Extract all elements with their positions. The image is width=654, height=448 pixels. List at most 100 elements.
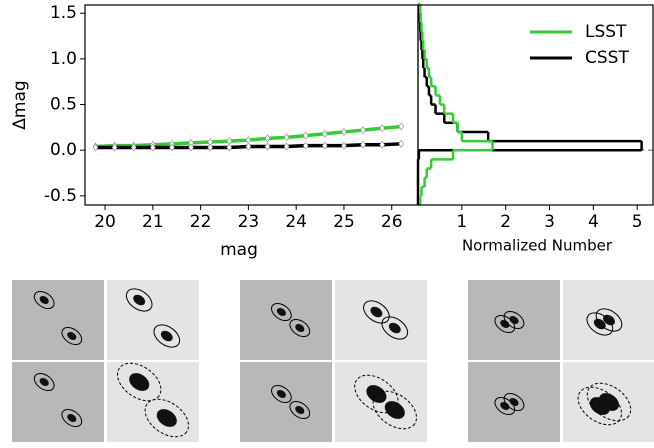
source-blob — [160, 330, 173, 342]
point-marker — [321, 141, 328, 150]
x-tick-label: 2 — [500, 212, 511, 232]
point-marker — [92, 143, 99, 152]
source-aperture — [33, 372, 55, 392]
point-marker — [188, 143, 194, 152]
point-marker — [130, 143, 137, 152]
source-blob — [500, 319, 510, 329]
source-blob — [276, 389, 286, 399]
thumbnail — [12, 362, 104, 442]
y-tick-label: 0.5 — [50, 95, 77, 115]
x-tick-label: 1 — [456, 212, 467, 232]
source-blob — [276, 307, 286, 317]
source-aperture — [494, 396, 516, 416]
x-tick-label: 21 — [142, 212, 164, 232]
point-marker — [360, 126, 366, 135]
source-blob — [295, 405, 305, 415]
source-blob — [598, 393, 620, 411]
source-aperture — [116, 362, 162, 402]
y-tick-label: 1.0 — [50, 49, 77, 69]
source-blob — [129, 373, 150, 391]
source-aperture — [595, 308, 623, 332]
source-aperture — [289, 318, 311, 338]
source-aperture — [381, 316, 409, 340]
source-blob — [384, 401, 405, 419]
source-aperture — [494, 314, 516, 334]
source-aperture — [33, 290, 55, 310]
source-blob — [370, 306, 383, 318]
source-aperture — [503, 310, 525, 330]
point-marker — [360, 140, 366, 149]
x-axis-label: Normalized Number — [462, 237, 613, 255]
x-tick-label: 22 — [190, 212, 212, 232]
x-tick-label: 26 — [381, 212, 403, 232]
source-aperture — [372, 390, 418, 430]
x-axis-label: mag — [220, 240, 258, 260]
x-tick-label: 20 — [94, 212, 116, 232]
source-blob — [500, 401, 510, 411]
thumbnail — [240, 280, 332, 360]
source-aperture — [289, 400, 311, 420]
source-aperture — [586, 382, 632, 422]
point-marker — [283, 142, 290, 151]
thumbnail — [335, 280, 427, 360]
source-blob — [295, 323, 305, 333]
x-tick-label: 24 — [285, 212, 307, 232]
source-aperture — [363, 300, 390, 324]
point-marker — [207, 143, 214, 152]
thumbnail — [12, 280, 104, 360]
point-marker — [321, 129, 328, 138]
point-marker — [264, 142, 271, 151]
source-blob — [603, 314, 615, 326]
source-aperture — [503, 392, 525, 412]
source-aperture — [61, 326, 83, 346]
source-aperture — [271, 302, 292, 322]
source-aperture — [577, 386, 623, 426]
legend-label: CSST — [585, 48, 629, 68]
y-axis-label: Δmag — [10, 80, 30, 129]
source-blob — [133, 294, 146, 306]
source-blob — [156, 409, 177, 427]
source-aperture — [125, 288, 153, 312]
source-blob — [39, 295, 49, 305]
point-marker — [245, 142, 252, 151]
point-marker — [398, 122, 405, 131]
point-marker — [302, 131, 309, 140]
source-aperture — [153, 324, 181, 348]
source-blob — [388, 322, 401, 334]
point-marker — [379, 124, 386, 133]
x-tick-label: 25 — [333, 212, 355, 232]
point-marker — [341, 141, 347, 150]
source-aperture — [144, 398, 190, 438]
point-marker — [264, 134, 271, 143]
x-tick-label: 23 — [238, 212, 260, 232]
source-aperture — [271, 384, 292, 404]
source-aperture — [61, 408, 83, 428]
x-tick-label: 4 — [588, 212, 599, 232]
point-marker — [283, 133, 290, 142]
point-marker — [169, 143, 175, 152]
legend-label: LSST — [585, 22, 627, 42]
source-blob — [67, 413, 77, 423]
image-thumbnails — [12, 280, 654, 442]
point-marker — [226, 143, 233, 152]
source-blob — [67, 331, 77, 341]
point-marker — [111, 143, 118, 152]
source-blob — [509, 397, 519, 407]
thumbnail — [107, 362, 199, 442]
point-marker — [341, 127, 347, 136]
source-blob — [509, 315, 519, 325]
thumbnail — [240, 362, 332, 442]
y-tick-label: 1.5 — [50, 3, 77, 23]
y-tick-label: 0.0 — [50, 140, 77, 160]
x-tick-label: 3 — [544, 212, 555, 232]
point-marker — [149, 143, 156, 152]
point-marker — [379, 140, 386, 149]
point-marker — [398, 139, 405, 148]
axes-frame — [84, 4, 419, 206]
point-marker — [302, 141, 309, 150]
y-tick-label: -0.5 — [44, 186, 77, 206]
source-blob — [39, 377, 49, 387]
axes-frame — [417, 4, 654, 206]
x-tick-label: 5 — [632, 212, 643, 232]
